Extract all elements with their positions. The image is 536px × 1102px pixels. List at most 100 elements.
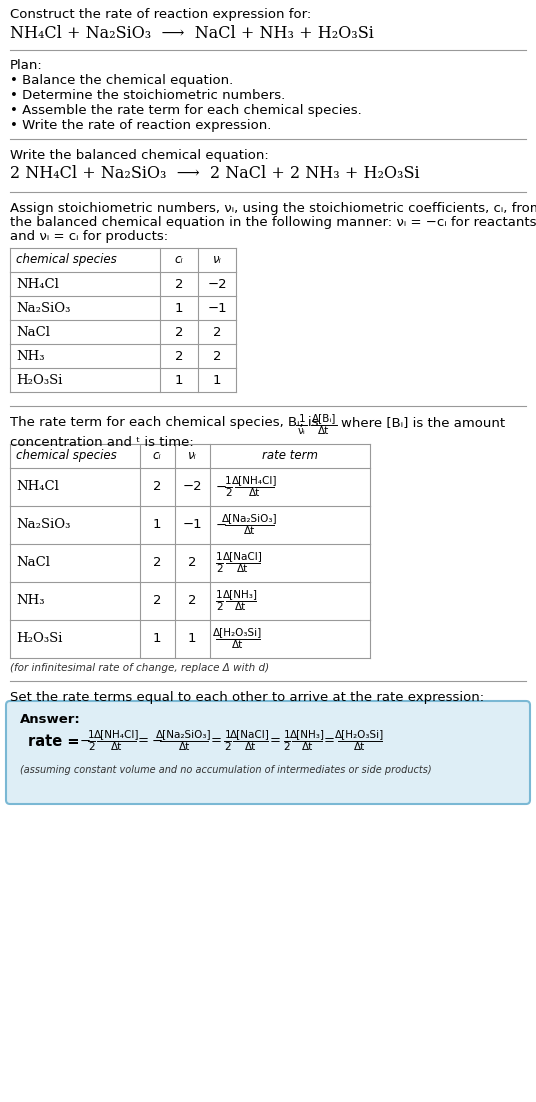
Text: • Determine the stoichiometric numbers.: • Determine the stoichiometric numbers. — [10, 89, 285, 102]
Text: =: = — [138, 735, 149, 747]
Text: 1: 1 — [216, 551, 222, 562]
Text: Δt: Δt — [249, 488, 260, 498]
Text: 1: 1 — [188, 633, 196, 646]
Text: 2: 2 — [216, 603, 222, 613]
Text: Δ[Na₂SiO₃]: Δ[Na₂SiO₃] — [221, 514, 277, 523]
Text: Answer:: Answer: — [20, 713, 81, 726]
Text: Na₂SiO₃: Na₂SiO₃ — [16, 519, 70, 531]
Text: 2: 2 — [225, 488, 232, 498]
Text: 1: 1 — [225, 475, 232, 486]
Text: rate term: rate term — [262, 449, 318, 462]
Text: where [Bᵢ] is the amount: where [Bᵢ] is the amount — [340, 415, 505, 429]
Text: • Write the rate of reaction expression.: • Write the rate of reaction expression. — [10, 119, 271, 132]
Text: 2: 2 — [284, 743, 290, 753]
Text: NH₄Cl: NH₄Cl — [16, 480, 59, 494]
Text: 2: 2 — [213, 349, 221, 363]
Text: and νᵢ = cᵢ for products:: and νᵢ = cᵢ for products: — [10, 230, 168, 244]
Text: −: − — [216, 480, 227, 494]
Text: 1: 1 — [175, 302, 183, 314]
Text: νᵢ: νᵢ — [298, 426, 306, 436]
Text: NaCl: NaCl — [16, 326, 50, 339]
Text: 1: 1 — [153, 519, 161, 531]
Text: Δt: Δt — [110, 743, 122, 753]
Text: (assuming constant volume and no accumulation of intermediates or side products): (assuming constant volume and no accumul… — [20, 765, 431, 775]
Text: 2: 2 — [153, 594, 161, 607]
Text: Δt: Δt — [302, 743, 313, 753]
Text: cᵢ: cᵢ — [153, 449, 161, 462]
Text: 2: 2 — [153, 480, 161, 494]
Text: chemical species: chemical species — [16, 449, 117, 462]
Text: 1: 1 — [153, 633, 161, 646]
Text: NH₃: NH₃ — [16, 350, 44, 363]
FancyBboxPatch shape — [6, 701, 530, 804]
Text: 2: 2 — [213, 325, 221, 338]
Text: The rate term for each chemical species, Bᵢ, is: The rate term for each chemical species,… — [10, 415, 323, 429]
Text: −2: −2 — [207, 278, 227, 291]
Text: cᵢ: cᵢ — [175, 253, 183, 266]
Text: Δ[H₂O₃Si]: Δ[H₂O₃Si] — [213, 627, 263, 637]
Text: 2: 2 — [175, 349, 183, 363]
Text: Δ[NaCl]: Δ[NaCl] — [223, 551, 263, 562]
Text: concentration and ᵗ is time:: concentration and ᵗ is time: — [10, 436, 193, 449]
Text: =: = — [270, 735, 280, 747]
Text: Assign stoichiometric numbers, νᵢ, using the stoichiometric coefficients, cᵢ, fr: Assign stoichiometric numbers, νᵢ, using… — [10, 202, 536, 215]
Text: 2: 2 — [216, 564, 222, 574]
Text: −: − — [80, 735, 91, 747]
Text: Na₂SiO₃: Na₂SiO₃ — [16, 302, 70, 315]
Text: 1: 1 — [175, 374, 183, 387]
Text: −1: −1 — [182, 519, 202, 531]
Text: 2: 2 — [225, 743, 231, 753]
Text: 1: 1 — [213, 374, 221, 387]
Text: Δ[NH₄Cl]: Δ[NH₄Cl] — [93, 730, 139, 739]
Text: H₂O₃Si: H₂O₃Si — [16, 633, 62, 646]
Text: Δ[H₂O₃Si]: Δ[H₂O₃Si] — [336, 730, 385, 739]
Text: Δt: Δt — [244, 527, 255, 537]
Text: −2: −2 — [182, 480, 202, 494]
Text: νᵢ: νᵢ — [213, 253, 221, 266]
Text: Δ[Na₂SiO₃]: Δ[Na₂SiO₃] — [157, 730, 212, 739]
Text: 2: 2 — [188, 557, 196, 570]
Text: Δt: Δt — [232, 640, 243, 650]
Text: chemical species: chemical species — [16, 253, 117, 266]
Text: 1: 1 — [225, 730, 231, 739]
Text: Δt: Δt — [237, 564, 249, 574]
Text: Δ[NaCl]: Δ[NaCl] — [230, 730, 270, 739]
Text: NH₄Cl + Na₂SiO₃  ⟶  NaCl + NH₃ + H₂O₃Si: NH₄Cl + Na₂SiO₃ ⟶ NaCl + NH₃ + H₂O₃Si — [10, 25, 374, 42]
Text: −: − — [152, 735, 163, 747]
Text: 2: 2 — [153, 557, 161, 570]
Text: Δt: Δt — [235, 603, 246, 613]
Text: −: − — [216, 519, 227, 531]
Text: Δt: Δt — [178, 743, 190, 753]
Text: Plan:: Plan: — [10, 60, 43, 72]
Text: 2 NH₄Cl + Na₂SiO₃  ⟶  2 NaCl + 2 NH₃ + H₂O₃Si: 2 NH₄Cl + Na₂SiO₃ ⟶ 2 NaCl + 2 NH₃ + H₂O… — [10, 165, 420, 182]
Text: NaCl: NaCl — [16, 557, 50, 570]
Text: 1: 1 — [216, 590, 222, 599]
Text: Write the balanced chemical equation:: Write the balanced chemical equation: — [10, 149, 269, 162]
Text: NH₄Cl: NH₄Cl — [16, 278, 59, 291]
Text: 2: 2 — [188, 594, 196, 607]
Text: the balanced chemical equation in the following manner: νᵢ = −cᵢ for reactants: the balanced chemical equation in the fo… — [10, 216, 536, 229]
Text: Δ[NH₄Cl]: Δ[NH₄Cl] — [232, 475, 277, 486]
Text: Δt: Δt — [244, 743, 256, 753]
Text: • Assemble the rate term for each chemical species.: • Assemble the rate term for each chemic… — [10, 104, 362, 117]
Text: Δ[NH₃]: Δ[NH₃] — [289, 730, 325, 739]
Text: Construct the rate of reaction expression for:: Construct the rate of reaction expressio… — [10, 8, 311, 21]
Text: =: = — [324, 735, 335, 747]
Text: NH₃: NH₃ — [16, 594, 44, 607]
Text: −1: −1 — [207, 302, 227, 314]
Text: rate =: rate = — [28, 734, 85, 748]
Text: 2: 2 — [175, 325, 183, 338]
Text: νᵢ: νᵢ — [188, 449, 196, 462]
Text: Set the rate terms equal to each other to arrive at the rate expression:: Set the rate terms equal to each other t… — [10, 691, 484, 704]
Text: Δ[Bᵢ]: Δ[Bᵢ] — [312, 413, 336, 423]
Text: 2: 2 — [175, 278, 183, 291]
Text: Δt: Δt — [354, 743, 366, 753]
Text: • Balance the chemical equation.: • Balance the chemical equation. — [10, 74, 233, 87]
Text: 1: 1 — [88, 730, 95, 739]
Text: Δ[NH₃]: Δ[NH₃] — [223, 590, 258, 599]
Text: 2: 2 — [88, 743, 95, 753]
Text: 1: 1 — [299, 413, 305, 423]
Text: Δt: Δt — [318, 426, 330, 436]
Text: =: = — [210, 735, 221, 747]
Text: H₂O₃Si: H₂O₃Si — [16, 374, 62, 387]
